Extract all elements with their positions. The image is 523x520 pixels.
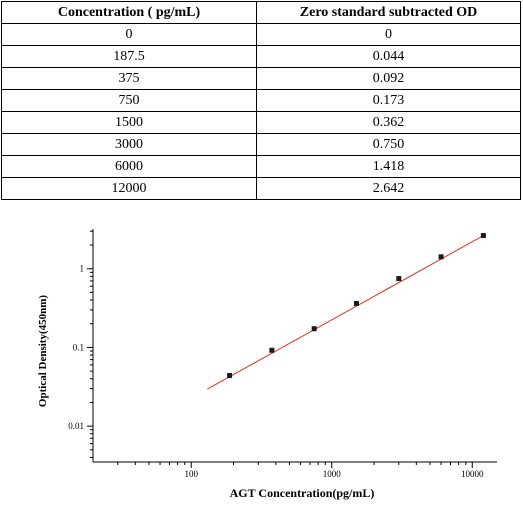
table-row: 187.5 0.044 — [1, 45, 521, 68]
concentration-cell: 375 — [1, 67, 257, 90]
table-row: 750 0.173 — [1, 89, 521, 112]
fit-line — [206, 235, 484, 390]
header-od: Zero standard subtracted OD — [256, 1, 521, 24]
concentration-cell: 1500 — [1, 111, 257, 134]
od-cell: 1.418 — [256, 155, 521, 178]
concentration-cell: 187.5 — [1, 45, 257, 68]
od-cell: 0.044 — [256, 45, 521, 68]
data-point — [311, 326, 317, 332]
y-axis-label: Optical Density(450nm) — [37, 295, 49, 407]
od-cell: 0 — [256, 23, 521, 46]
standard-curve-chart: 100 1000 10000 0.01 0.1 1 AGT Concentration(p… — [37, 229, 497, 500]
data-point — [227, 372, 233, 378]
data-points — [227, 233, 486, 378]
od-cell: 0.092 — [256, 67, 521, 90]
od-cell: 2.642 — [256, 177, 521, 200]
table-header-row: Concentration ( pg/mL) Zero standard sub… — [1, 1, 521, 24]
table-row: 12000 2.642 — [1, 177, 521, 200]
chart-ticks: 100 1000 10000 0.01 0.1 1 — [68, 230, 484, 479]
x-tick-label: 10000 — [461, 469, 484, 479]
table-row: 375 0.092 — [1, 67, 521, 90]
standard-curve-table: Concentration ( pg/mL) Zero standard sub… — [1, 1, 521, 200]
y-tick-label: 0.1 — [73, 342, 84, 352]
concentration-cell: 0 — [1, 23, 257, 46]
concentration-cell: 750 — [1, 89, 257, 112]
data-point — [353, 300, 359, 306]
data-point — [480, 233, 486, 239]
concentration-cell: 12000 — [1, 177, 257, 200]
data-point — [396, 276, 402, 282]
od-cell: 0.750 — [256, 133, 521, 156]
x-axis-label: AGT Concentration(pg/mL) — [230, 486, 375, 500]
data-point — [269, 347, 275, 353]
table-row: 3000 0.750 — [1, 133, 521, 156]
od-cell: 0.362 — [256, 111, 521, 134]
chart-axes — [92, 229, 497, 463]
header-concentration: Concentration ( pg/mL) — [1, 1, 257, 24]
table-row: 6000 1.418 — [1, 155, 521, 178]
y-tick-label: 0.01 — [68, 421, 84, 431]
x-tick-label: 100 — [184, 469, 198, 479]
x-tick-label: 1000 — [323, 469, 342, 479]
od-cell: 0.173 — [256, 89, 521, 112]
concentration-cell: 3000 — [1, 133, 257, 156]
table-row: 1500 0.362 — [1, 111, 521, 134]
y-tick-label: 1 — [80, 264, 85, 274]
data-point — [438, 254, 444, 260]
concentration-cell: 6000 — [1, 155, 257, 178]
